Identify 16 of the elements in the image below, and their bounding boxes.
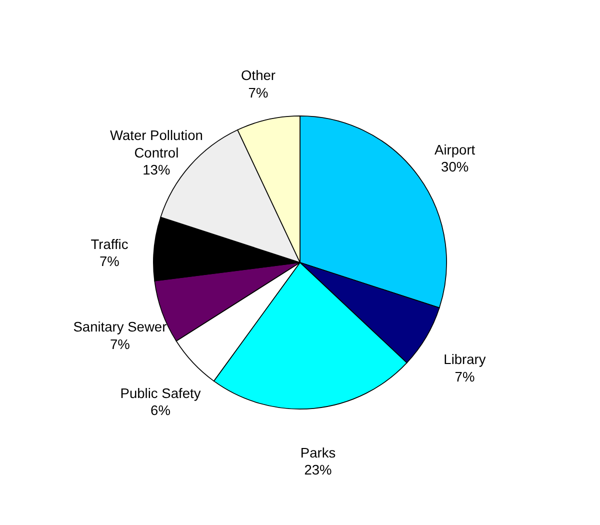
slice-label: Water Pollution Control xyxy=(110,128,203,160)
slice-label: Parks xyxy=(300,445,336,460)
slice-label: Library xyxy=(444,352,486,368)
slice-label: Other xyxy=(241,68,276,84)
data-label: 30% xyxy=(441,160,469,175)
slice-label: Airport xyxy=(434,142,476,158)
data-label: 7% xyxy=(454,369,475,384)
data-label: 23% xyxy=(304,462,332,478)
data-label: 7% xyxy=(100,254,120,270)
data-label: 13% xyxy=(142,162,170,178)
slice-label: Traffic xyxy=(90,236,128,252)
data-label: 7% xyxy=(248,85,268,100)
slice-label: Public Safety xyxy=(120,386,201,401)
data-label: 7% xyxy=(110,336,130,352)
data-label: 6% xyxy=(150,403,170,418)
slice-label: Sanitary Sewer xyxy=(73,320,168,335)
